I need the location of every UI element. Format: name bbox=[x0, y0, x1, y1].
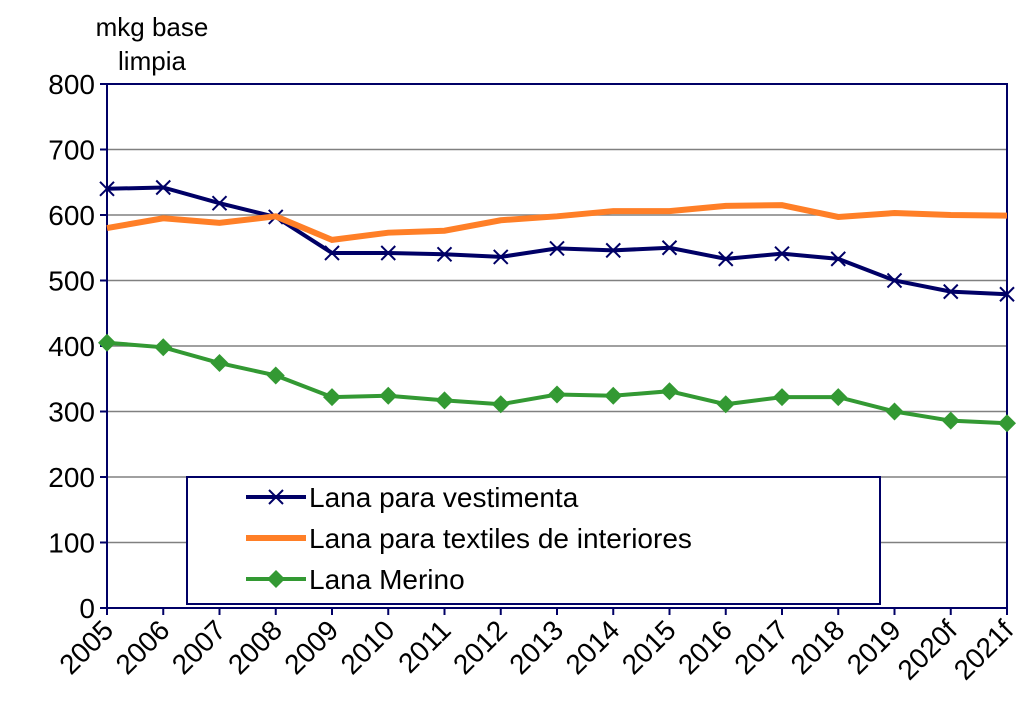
marker bbox=[999, 286, 1015, 302]
x-tick-label: 2009 bbox=[278, 614, 344, 680]
marker bbox=[773, 388, 791, 407]
series-line bbox=[106, 185, 1008, 297]
marker bbox=[268, 489, 284, 505]
x-tick-label: 2013 bbox=[503, 614, 569, 680]
marker bbox=[99, 181, 115, 197]
x-tick-label: 2020f bbox=[892, 614, 964, 686]
legend-label: Lana para vestimenta bbox=[309, 482, 579, 513]
y-tick-label: 500 bbox=[48, 266, 95, 297]
x-tick-label: 2018 bbox=[785, 614, 851, 680]
marker bbox=[998, 414, 1016, 433]
x-tick-label: 2010 bbox=[335, 614, 401, 680]
y-tick-label: 0 bbox=[79, 593, 95, 624]
x-tick-label: 2007 bbox=[166, 614, 232, 680]
marker bbox=[549, 240, 565, 257]
x-tick-label: 2017 bbox=[728, 614, 794, 680]
series-line bbox=[106, 202, 1008, 243]
y-tick-label: 800 bbox=[48, 69, 95, 100]
marker bbox=[886, 272, 903, 289]
y-axis-label: mkg base limpia bbox=[95, 12, 209, 76]
marker bbox=[210, 354, 229, 373]
x-tick-label: 2005 bbox=[53, 614, 119, 680]
marker bbox=[324, 245, 340, 261]
x-tick-label: 2008 bbox=[222, 614, 288, 680]
marker bbox=[436, 246, 453, 263]
marker bbox=[830, 251, 846, 267]
marker bbox=[885, 402, 904, 421]
y-tick-label: 400 bbox=[48, 331, 95, 362]
marker bbox=[491, 395, 510, 414]
legend-label: Lana para textiles de interiores bbox=[309, 523, 692, 554]
marker bbox=[943, 283, 959, 300]
marker bbox=[266, 366, 285, 385]
y-tick-label: 600 bbox=[48, 200, 95, 231]
marker bbox=[605, 242, 621, 259]
x-tick-label: 2014 bbox=[560, 614, 626, 680]
x-tick-label: 2006 bbox=[110, 614, 176, 680]
marker bbox=[267, 570, 285, 588]
marker bbox=[493, 249, 509, 265]
marker bbox=[155, 179, 171, 196]
y-tick-label: 700 bbox=[48, 135, 95, 166]
legend-label: Lana Merino bbox=[309, 564, 465, 595]
marker bbox=[718, 251, 734, 267]
x-tick-label: 2015 bbox=[616, 614, 682, 680]
marker bbox=[716, 395, 735, 414]
marker bbox=[380, 245, 396, 261]
marker bbox=[661, 240, 678, 256]
marker bbox=[829, 388, 848, 407]
x-tick-label: 2012 bbox=[447, 614, 513, 680]
x-tick-label: 2016 bbox=[672, 614, 738, 680]
marker bbox=[548, 385, 566, 404]
marker bbox=[98, 333, 116, 352]
y-tick-label: 200 bbox=[48, 462, 95, 493]
marker bbox=[774, 245, 790, 262]
y-tick-label: 100 bbox=[48, 528, 95, 559]
marker bbox=[604, 386, 623, 405]
marker bbox=[211, 195, 228, 211]
marker bbox=[941, 411, 960, 430]
marker bbox=[379, 386, 398, 405]
y-tick-label: 300 bbox=[48, 397, 95, 428]
marker bbox=[660, 382, 679, 401]
marker bbox=[154, 338, 173, 357]
x-tick-label: 2021f bbox=[948, 614, 1017, 686]
marker bbox=[323, 388, 341, 407]
marker bbox=[435, 391, 454, 410]
x-tick-label: 2011 bbox=[392, 614, 457, 679]
